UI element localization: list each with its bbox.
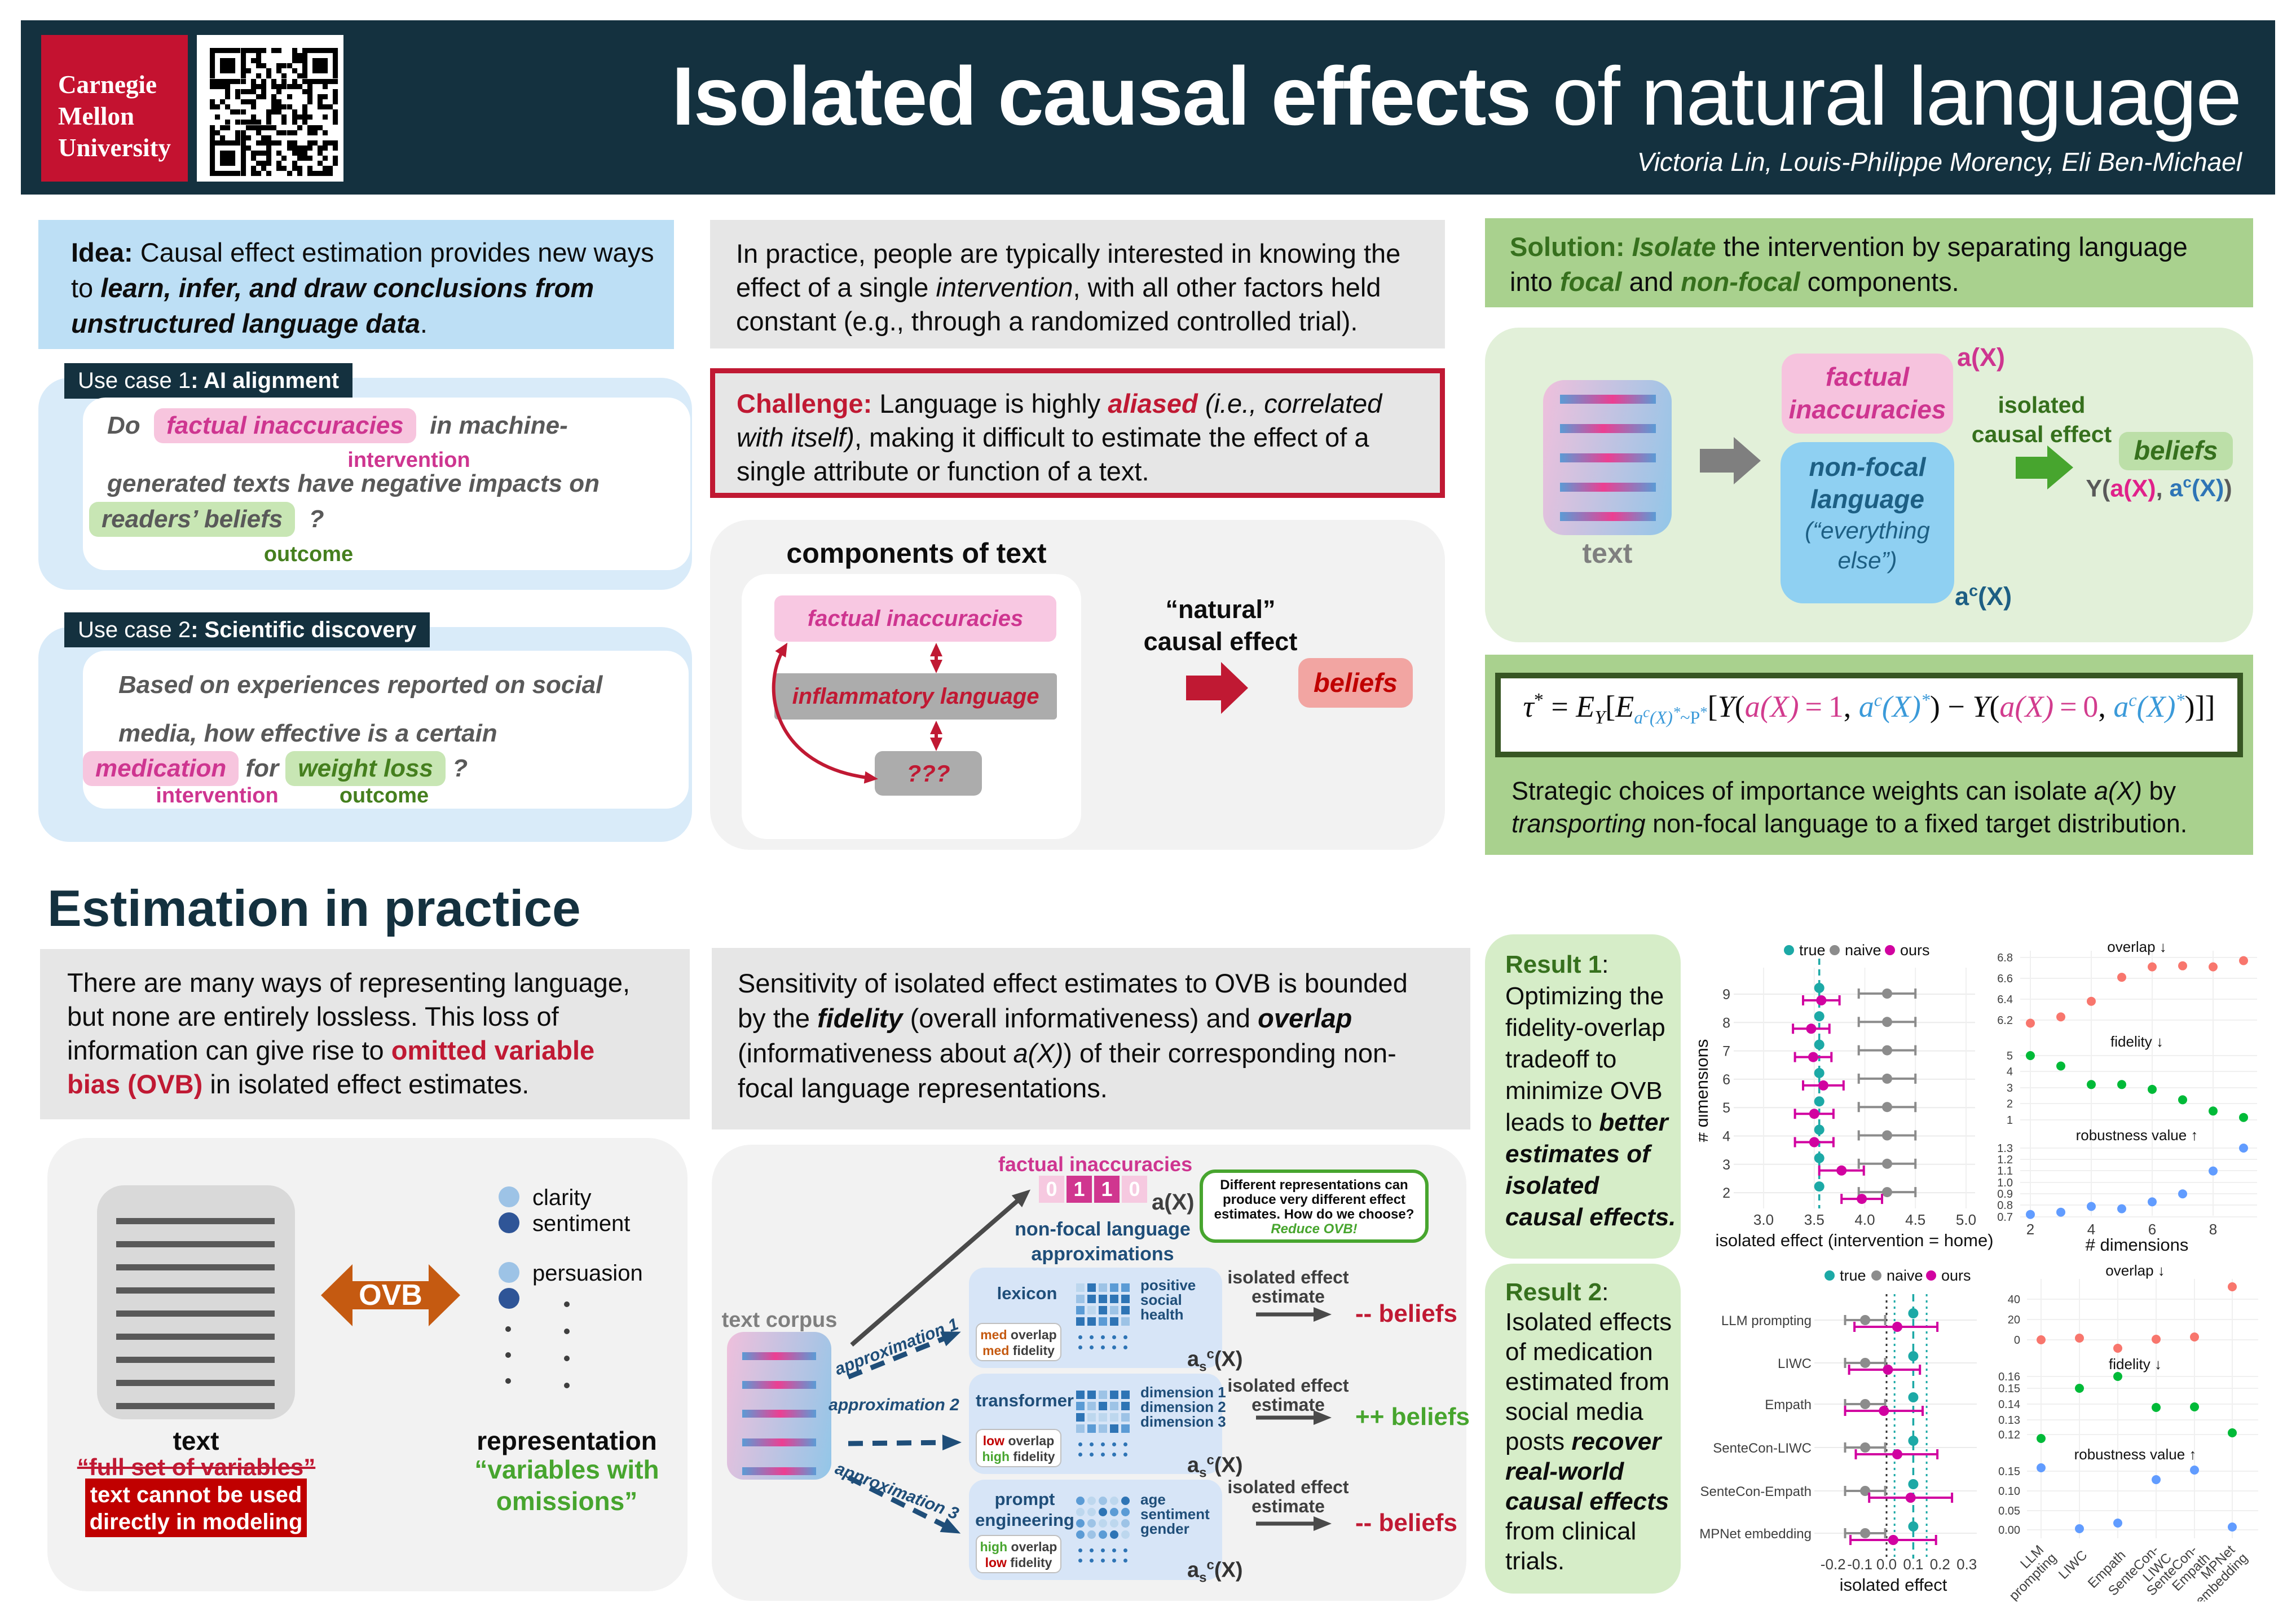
svg-text:0.7: 0.7 [1997,1211,2013,1224]
svg-text:0.1: 0.1 [1903,1556,1923,1573]
svg-text:ours: ours [1900,942,1930,959]
svg-text:9: 9 [1722,987,1730,1003]
svg-text:overlap ↓: overlap ↓ [2107,938,2167,955]
svg-text:# dimensions: # dimensions [1699,1039,1712,1142]
svg-text:robustness value ↑: robustness value ↑ [2076,1127,2198,1144]
svg-text:6.8: 6.8 [1997,952,2013,964]
svg-text:4.5: 4.5 [1905,1211,1925,1228]
svg-text:6.2: 6.2 [1997,1014,2013,1027]
svg-text:1.2: 1.2 [1997,1154,2013,1166]
svg-text:true: true [1840,1267,1866,1284]
svg-text:0.05: 0.05 [1998,1505,2020,1517]
svg-text:robustness value ↑: robustness value ↑ [2074,1446,2197,1463]
svg-text:6.4: 6.4 [1997,994,2013,1006]
svg-text:# dimensions: # dimensions [2086,1235,2189,1255]
svg-text:5.0: 5.0 [1956,1211,1976,1228]
svg-text:0.12: 0.12 [1998,1429,2020,1441]
svg-text:-0.1: -0.1 [1847,1556,1872,1573]
svg-text:0.00: 0.00 [1998,1524,2020,1537]
svg-text:LIWC: LIWC [1778,1356,1812,1371]
svg-text:1.1: 1.1 [1997,1165,2013,1177]
svg-text:40: 40 [2008,1294,2020,1306]
svg-text:0.2: 0.2 [1930,1556,1950,1573]
svg-text:0.0: 0.0 [1876,1556,1897,1573]
svg-text:overlap ↓: overlap ↓ [2105,1262,2165,1279]
svg-text:0.16: 0.16 [1998,1371,2020,1383]
svg-text:0.15: 0.15 [1998,1466,2020,1478]
svg-text:LLMprompting: LLMprompting [1996,1540,2060,1601]
svg-text:isolated effect (intervention: isolated effect (intervention = home) [1715,1230,1993,1250]
svg-text:0.3: 0.3 [1956,1556,1977,1573]
svg-text:6.6: 6.6 [1997,973,2013,985]
svg-text:6: 6 [2148,1221,2156,1238]
svg-text:-0.2: -0.2 [1821,1556,1846,1573]
svg-text:fidelity ↓: fidelity ↓ [2110,1033,2163,1050]
svg-text:Empath: Empath [1765,1397,1812,1413]
svg-text:0.13: 0.13 [1998,1414,2020,1427]
svg-text:0.15: 0.15 [1998,1383,2020,1395]
svg-text:6: 6 [1722,1072,1730,1088]
svg-text:7: 7 [1722,1044,1730,1060]
svg-text:4: 4 [2087,1221,2095,1238]
svg-text:8: 8 [1722,1015,1730,1031]
svg-text:0.8: 0.8 [1997,1199,2013,1212]
svg-text:MPNet embedding: MPNet embedding [1699,1526,1812,1542]
svg-text:SenteCon-LIWC: SenteCon-LIWC [1713,1441,1812,1456]
svg-text:1.3: 1.3 [1997,1142,2013,1155]
svg-text:5: 5 [1722,1100,1730,1116]
svg-text:2: 2 [2026,1221,2034,1238]
svg-text:20: 20 [2008,1314,2020,1326]
svg-text:ours: ours [1941,1267,1971,1284]
svg-text:1: 1 [2007,1114,2013,1127]
svg-text:3.0: 3.0 [1753,1211,1774,1228]
svg-text:naive: naive [1845,942,1881,959]
svg-text:8: 8 [2209,1221,2217,1238]
svg-text:4: 4 [2007,1066,2013,1078]
svg-text:LLM prompting: LLM prompting [1721,1313,1812,1329]
svg-text:3: 3 [2007,1082,2013,1095]
svg-text:3.5: 3.5 [1804,1211,1825,1228]
svg-text:5: 5 [2007,1050,2013,1062]
svg-text:2: 2 [1722,1185,1730,1201]
svg-text:0: 0 [2014,1334,2020,1347]
svg-text:fidelity ↓: fidelity ↓ [2109,1356,2162,1373]
svg-text:0.10: 0.10 [1998,1485,2020,1498]
svg-text:0.14: 0.14 [1998,1398,2020,1411]
svg-text:1.0: 1.0 [1997,1177,2013,1189]
svg-text:LIWC: LIWC [2056,1547,2091,1582]
svg-text:true: true [1799,942,1826,959]
svg-text:4: 4 [1722,1129,1730,1145]
svg-text:0.9: 0.9 [1997,1188,2013,1201]
svg-text:2: 2 [2007,1098,2013,1110]
svg-text:4.0: 4.0 [1854,1211,1875,1228]
svg-text:3: 3 [1722,1157,1730,1173]
svg-text:SenteCon-Empath: SenteCon-Empath [1700,1484,1812,1499]
svg-text:isolated effect: isolated effect [1840,1575,1947,1595]
svg-text:naive: naive [1887,1267,1923,1284]
